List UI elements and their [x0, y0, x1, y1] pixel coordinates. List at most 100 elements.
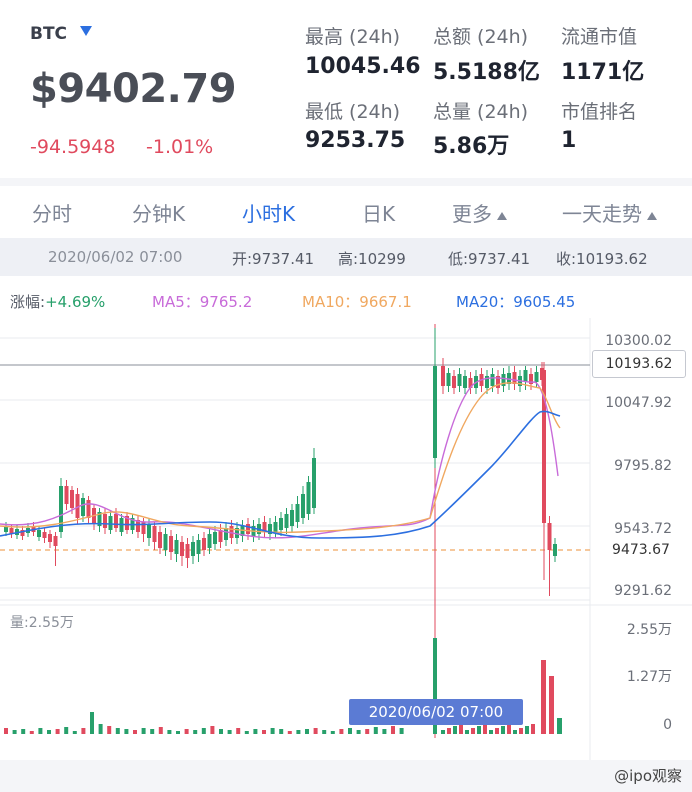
- candle-body: [240, 526, 245, 536]
- volume-bar: [477, 726, 481, 734]
- candle-body: [229, 526, 234, 538]
- info-high: 高:10299: [338, 250, 406, 268]
- volume-bar: [64, 727, 69, 734]
- volume-bar: [519, 728, 523, 734]
- volume-bar: [124, 729, 129, 734]
- candle-body: [9, 528, 14, 534]
- volume-bar: [29, 731, 34, 734]
- candle-body: [81, 498, 85, 516]
- candle-body: [75, 494, 80, 518]
- info-low: 低:9737.41: [448, 250, 531, 268]
- volume-bar: [557, 718, 562, 734]
- symbol-dropdown-icon[interactable]: [80, 26, 92, 36]
- candle-body: [301, 494, 305, 518]
- candle-body: [42, 532, 47, 538]
- candle-body: [485, 376, 489, 388]
- candlestick-chart[interactable]: 10300.02 10047.92 9795.82 9543.72 9291.62 2.5…: [0, 318, 692, 760]
- volume-bar: [81, 728, 86, 734]
- candle-body: [152, 526, 157, 542]
- candle-body: [169, 536, 173, 552]
- caret-up-icon: [647, 211, 657, 220]
- volume-bar: [133, 730, 137, 734]
- tab-more[interactable]: 更多: [452, 198, 507, 227]
- stat-value-high: 10045.46: [305, 54, 421, 79]
- volume-tick-label: 2.55万: [627, 622, 672, 638]
- candle-body: [158, 532, 162, 548]
- candle-body: [490, 374, 495, 386]
- price-tick-label: 9291.62: [614, 583, 672, 599]
- ma5-label: MA5：9765.2: [152, 293, 253, 311]
- stat-label-rank: 市值排名: [561, 101, 638, 123]
- candle-body: [312, 458, 316, 508]
- info-date: 2020/06/02 07:00: [48, 248, 183, 266]
- volume-bar: [382, 729, 387, 734]
- candle-body: [64, 486, 69, 504]
- volume-bar: [471, 728, 475, 734]
- candle-body: [268, 524, 272, 534]
- volume-bar: [253, 729, 258, 734]
- candle-body: [463, 376, 467, 388]
- ma5-line: [0, 377, 559, 539]
- volume-bar: [465, 730, 469, 734]
- candle-body: [191, 542, 195, 556]
- candle-body: [125, 516, 129, 530]
- stat-value-amount: 5.5188亿: [433, 60, 540, 85]
- stat-label-amount: 总额 (24h): [433, 26, 529, 48]
- volume-bar: [483, 724, 487, 734]
- volume-bar: [270, 728, 275, 734]
- volume-bar: [12, 730, 17, 734]
- candle-body: [279, 518, 283, 530]
- candle-body: [37, 530, 41, 537]
- volume-bar: [541, 660, 546, 734]
- price-tick-label: 10300.02: [605, 333, 672, 349]
- candle-body: [284, 514, 289, 528]
- tab-minute-k[interactable]: 分钟K: [132, 202, 186, 226]
- candle-body: [213, 532, 217, 544]
- volume-bar: [313, 728, 318, 734]
- volume-bar: [348, 728, 352, 734]
- volume-bar: [373, 727, 378, 734]
- stat-value-market-cap: 1171亿: [561, 60, 645, 85]
- candle-body: [547, 523, 552, 550]
- volume-bar: [453, 726, 457, 734]
- tab-timeshare[interactable]: 分时: [32, 202, 72, 226]
- candle-body: [433, 366, 437, 458]
- tab-one-day-trend[interactable]: 一天走势: [562, 198, 657, 227]
- tab-hour-k[interactable]: 小时K: [242, 202, 296, 226]
- interval-tabs: 分时 分钟K 小时K 日K 更多 一天走势: [0, 190, 692, 234]
- info-close: 收:10193.62: [556, 250, 648, 268]
- tab-day-k[interactable]: 日K: [362, 202, 396, 226]
- volume-bar: [38, 728, 43, 734]
- candle-body: [53, 536, 58, 546]
- ohlc-info-bar: 2020/06/02 07:00 开:9737.41 高:10299 低:973…: [0, 238, 692, 276]
- chart-grid: [0, 318, 692, 760]
- stat-label-volume: 总量 (24h): [433, 101, 529, 123]
- candle-body: [452, 376, 456, 388]
- price-tick-label: 9543.72: [614, 521, 672, 537]
- candle-body: [534, 372, 539, 382]
- symbol-label[interactable]: BTC: [30, 24, 68, 44]
- volume-bar: [227, 730, 232, 734]
- volume-bar: [305, 729, 309, 734]
- high-price-tag: 10193.62: [592, 350, 686, 378]
- volume-bar: [495, 728, 499, 734]
- current-price: $9402.79: [30, 66, 237, 112]
- volume-bar: [150, 729, 155, 734]
- volume-bar: [399, 728, 404, 734]
- volume-bar: [4, 728, 8, 734]
- volume-bar: [433, 638, 437, 734]
- volume-bar: [158, 727, 163, 734]
- volume-bar: [262, 730, 266, 734]
- volume-bar: [236, 728, 241, 734]
- candle-body: [97, 512, 102, 526]
- volume-bar: [98, 724, 103, 734]
- ma10-line: [0, 382, 561, 534]
- candle-body: [202, 538, 206, 550]
- volume-bars: [4, 638, 562, 734]
- volume-bar: [287, 731, 292, 734]
- candle-body: [468, 378, 473, 388]
- candle-body: [114, 514, 118, 528]
- candle-body: [163, 534, 168, 550]
- candle-body: [136, 520, 140, 532]
- candle-body: [86, 500, 91, 518]
